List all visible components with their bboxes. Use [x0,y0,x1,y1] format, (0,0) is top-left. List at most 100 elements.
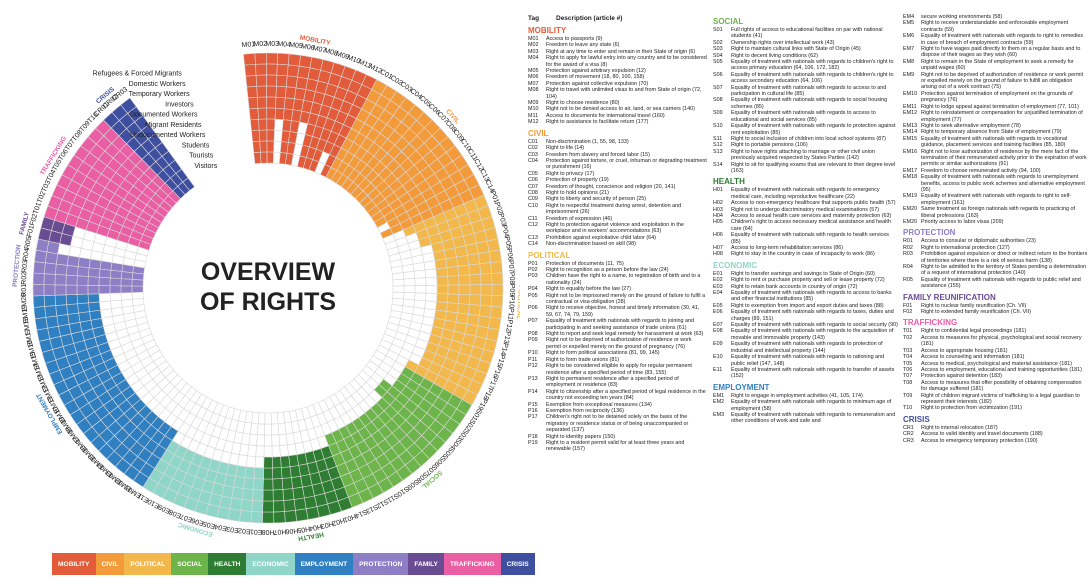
row-description: Protection against detention (183) [921,373,1002,380]
wheel-cell-r03 [55,263,68,276]
wheel-code-label: P04 [500,224,510,238]
wheel-code-label: P05 [503,236,512,250]
table-row: P11 Right to form trade unions (81) [528,357,708,363]
wheel-cell-r02 [76,275,89,286]
wheel-code-label: P10 [507,296,515,309]
wheel-cell-p10 [403,292,416,301]
table-row: M11 Access to documents for international… [528,113,708,119]
row-code: P06 [528,305,538,312]
wheel-cell-m02 [258,118,268,131]
row-description: Children have the right to a name, to re… [546,273,701,286]
row-code: S10 [713,123,723,130]
row-code: EM8 [903,58,915,65]
row-description: Access to medical, psychological and mat… [921,360,1073,367]
wheel-cell-r03 [33,261,46,275]
legend-civil: CIVIL [95,553,125,575]
row-description: Protection against termination of employ… [921,90,1073,104]
row-code: R05 [903,276,913,283]
table-row: EM12 Right to reinstatement or compensati… [903,110,1088,123]
wheel-cell-m05 [287,53,301,67]
wheel-cell-h08 [264,412,272,425]
wheel-cell-p06 [445,256,459,268]
table-row: T04 Access to counseling and information … [903,354,1088,360]
row-description: Right to privacy (17) [546,170,595,177]
table-row: P06 Right to receive objective, honest an… [528,305,708,318]
table-row: C13 Prohibition against exploitative chil… [528,235,708,241]
wheel-cell-h07 [271,456,282,469]
legend-trafficking: TRAFFICKING [443,553,501,575]
wheel-cell-m03 [266,107,276,120]
wheel-cell-m01 [252,140,261,154]
row-code: EM18 [903,174,918,181]
row-description: Right to citizenship after a specified p… [546,388,706,402]
table-row: M06 Freedom of movement (18, 80, 100, 158… [528,74,708,80]
row-code: T01 [903,328,913,335]
wheel-code-label: P11 [506,307,514,320]
wheel-cell-h06 [284,509,298,523]
wheel-cell-r02 [98,276,111,286]
row-code: S07 [713,84,723,91]
wheel-cell-p06 [477,251,491,265]
wheel-code-label: P01 [489,190,500,204]
wheel-cell-m04 [276,63,289,77]
table-row: R04 Right to be admitted to the territory… [903,264,1088,277]
wheel-cell-em19 [132,297,145,307]
wheel-cell-p06 [423,260,437,271]
wheel-cell-m01 [245,75,258,88]
wheel-cell-em18 [45,315,59,329]
row-description: Right to recognition as a person before … [546,267,669,273]
row-code: S04 [713,52,723,59]
wheel-cell-m02 [260,151,268,164]
wheel-code-label: H03 [320,519,334,529]
table-row: P04 Right to equality before the law (27) [528,286,708,292]
wheel-cell-em19 [77,302,90,314]
table-row: T03 Access to appropriate housing (181) [903,348,1088,354]
wheel-code-label: C14 [484,179,496,194]
row-description: Right not to be deprived of authorizatio… [546,337,692,350]
row-code: T08 [903,379,913,386]
row-code: H03 [713,206,723,213]
wheel-cell-m05 [284,86,297,100]
table-row: EM20 Priority access to labor visas (209) [903,219,1088,225]
row-description: Access to employment, educational and tr… [921,366,1082,373]
wheel-code-label: E07 [179,512,193,523]
row-description: Access to appropriate housing (181) [921,347,1008,354]
table-row: S11 Right to social inclusion of children… [713,136,898,142]
row-code: P01 [528,260,538,267]
wheel-cell-m03 [266,52,279,65]
wheel-cell-em20 [87,293,100,304]
wheel-cell-p09 [447,284,460,295]
row-code: C01 [528,138,538,145]
row-code: S11 [713,135,723,142]
wheel-cell-em20 [109,292,122,302]
row-description: Right not to be imprisoned merely on the… [546,292,706,306]
row-description: Equality of treatment with nationals wit… [731,366,895,380]
wheel-cell-r03 [44,262,57,275]
wheel-cell-e01 [256,434,265,447]
wheel-code-label: P06 [505,248,514,261]
table-row: P17 Children's right not to be detained s… [528,414,708,433]
table-row: P01 Protection of documents (11, 75) [528,261,708,267]
row-code: P07 [528,318,538,325]
row-code: S03 [713,46,723,53]
wheel-cell-m03 [266,151,274,164]
wheel-cell-p06 [488,249,502,263]
wheel-cell-h07 [271,434,280,447]
wheel-code-label: P16 [491,365,502,379]
row-code: T06 [903,366,913,373]
wheel-code-label: EM18 [22,316,32,335]
wheel-code-label: M09 [335,51,350,62]
wheel-cell-h06 [276,411,285,424]
wheel-cell-m02 [257,96,268,109]
wheel-code-label: M04 [277,41,291,49]
wheel-cell-h07 [273,511,286,524]
table-row: S04 Right to decent living conditions (62… [713,53,898,59]
wheel-cell-p06 [456,254,470,267]
wheel-cell-p11 [457,303,470,315]
wheel-cell-p08 [392,278,405,287]
table-row: P15 Exemption from exceptional measures (… [528,402,708,408]
wheel-cell-h06 [283,499,296,512]
table-row: EM7 Right to have wages paid directly to … [903,46,1088,59]
table-header: Tag Description (article #) [528,14,708,23]
row-code: S12 [713,142,723,149]
